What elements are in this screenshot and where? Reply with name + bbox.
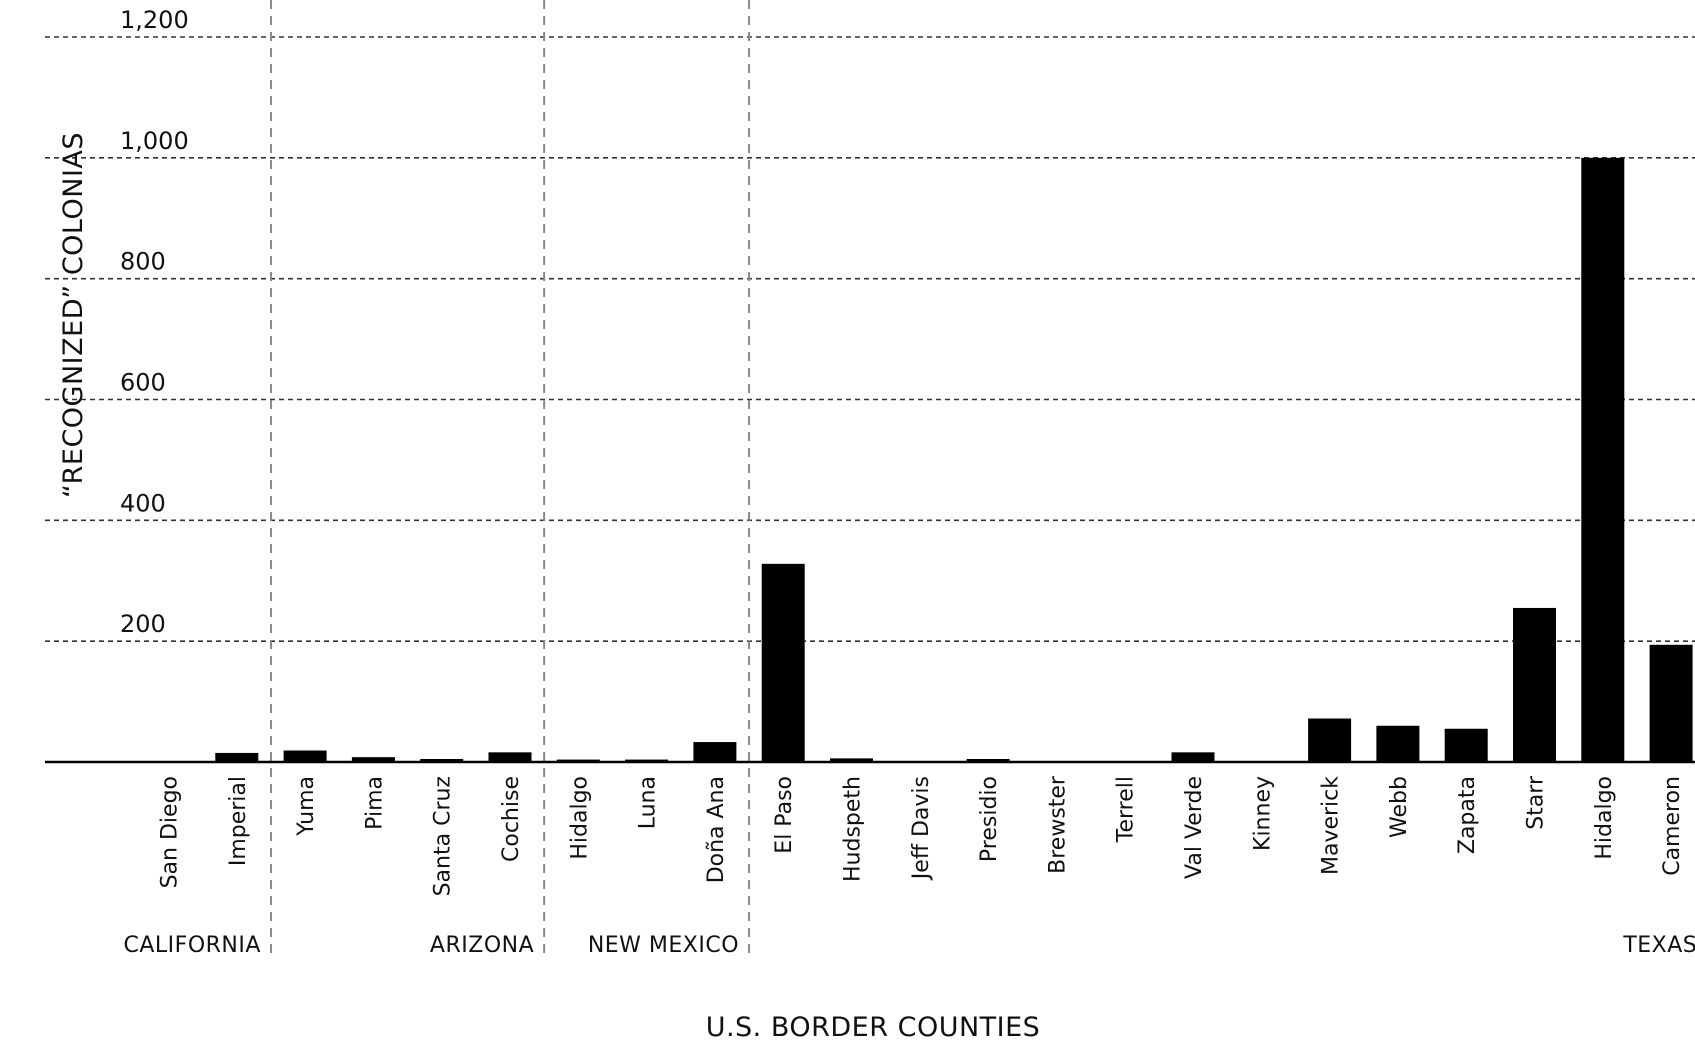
x-tick-label: Webb	[1387, 776, 1412, 838]
x-tick-label: Doña Ana	[704, 776, 729, 883]
bar	[351, 757, 395, 762]
y-tick-label: 600	[120, 369, 166, 397]
state-label: TEXAS	[1622, 933, 1695, 958]
y-axis-ticks: 200 400 600 800 1,000 1,200	[120, 6, 189, 638]
bar	[1308, 718, 1352, 762]
bar	[1171, 752, 1215, 762]
x-tick-label: Cochise	[499, 776, 524, 862]
bar	[1581, 157, 1625, 763]
x-tick-label: El Paso	[772, 776, 797, 854]
y-tick-label: 1,200	[120, 6, 189, 34]
bar	[420, 758, 464, 762]
y-tick-label: 400	[120, 489, 166, 517]
x-tick-label: Maverick	[1319, 776, 1344, 875]
bar	[830, 758, 873, 762]
bar	[761, 563, 805, 762]
x-tick-label: Starr	[1524, 775, 1549, 830]
y-tick-label: 200	[120, 610, 166, 638]
x-tick-label: Hidalgo	[1592, 776, 1617, 860]
x-tick-label: Pima	[362, 776, 387, 830]
x-tick-label: Santa Cruz	[431, 776, 456, 896]
bar	[215, 752, 259, 762]
gridlines	[45, 36, 1695, 642]
state-label: CALIFORNIA	[124, 933, 261, 958]
x-tick-label: Kinney	[1250, 776, 1275, 851]
bar	[966, 758, 1010, 762]
x-tick-label: Cameron	[1660, 776, 1685, 876]
y-tick-label: 1,000	[120, 127, 189, 155]
state-labels: CALIFORNIA ARIZONA NEW MEXICO TEXAS	[124, 933, 1695, 958]
x-tick-label: Terrell	[1114, 776, 1139, 843]
bar	[1513, 607, 1556, 762]
x-tick-label: Jeff Davis	[909, 776, 934, 881]
bar	[1444, 728, 1488, 762]
x-tick-label: Zapata	[1455, 776, 1480, 854]
y-tick-label: 800	[120, 248, 166, 276]
x-tick-label: Hudspeth	[841, 776, 866, 882]
x-tick-label: Brewster	[1045, 775, 1070, 874]
bar	[693, 742, 737, 762]
x-tick-label: Imperial	[226, 776, 251, 866]
bars	[215, 157, 1693, 763]
bar	[283, 750, 327, 762]
state-label: ARIZONA	[430, 933, 534, 958]
x-tick-label: Luna	[636, 776, 661, 829]
county-labels: San Diego Imperial Yuma Pima Santa Cruz Cochi…	[158, 775, 1686, 896]
x-tick-label: Val Verde	[1182, 776, 1207, 879]
x-tick-label: Hidalgo	[567, 776, 592, 860]
x-tick-label: San Diego	[158, 776, 183, 888]
bar	[1649, 644, 1693, 762]
x-axis-title: U.S. BORDER COUNTIES	[706, 1012, 1041, 1043]
state-label: NEW MEXICO	[588, 933, 739, 958]
x-tick-label: Yuma	[294, 776, 319, 837]
x-tick-label: Presidio	[977, 776, 1002, 862]
bar	[488, 752, 532, 762]
bar	[1376, 725, 1420, 762]
y-axis-title: “RECOGNIZED” COLONIAS	[58, 132, 89, 498]
